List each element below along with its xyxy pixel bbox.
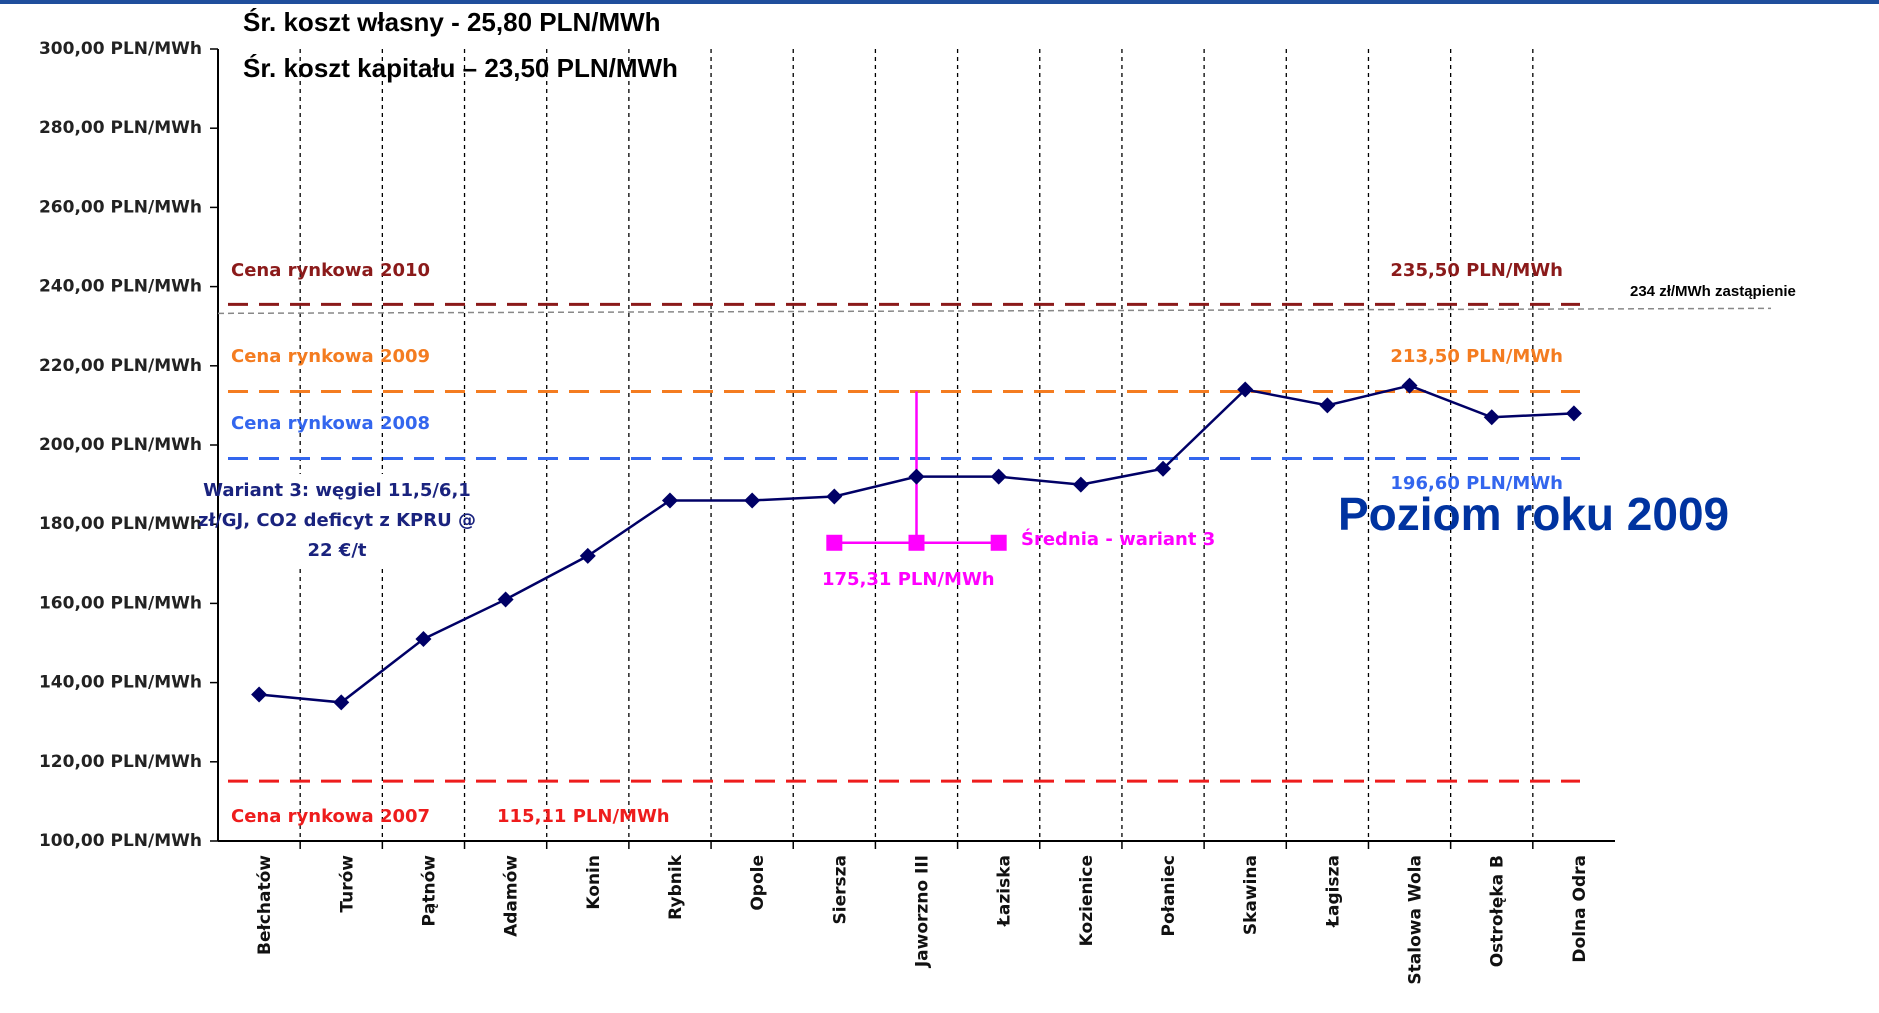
- data-marker: [579, 547, 596, 564]
- data-marker: [415, 631, 432, 648]
- x-tick-label: Dolna Odra: [1570, 855, 1590, 963]
- x-tick-label: Skawina: [1241, 855, 1261, 935]
- mean-label: Średnia - wariant 3: [1021, 528, 1215, 550]
- x-tick-label: Siersza: [830, 855, 850, 924]
- mean-value-label: 175,31 PLN/MWh: [822, 569, 995, 590]
- reference-value-label: 235,50 PLN/MWh: [1390, 260, 1563, 281]
- data-marker: [1319, 397, 1336, 414]
- reference-value-label: 196,60 PLN/MWh: [1390, 473, 1563, 494]
- y-tick-label: 260,00 PLN/MWh: [39, 197, 202, 217]
- top-bar: [0, 0, 1879, 4]
- data-marker: [1072, 476, 1089, 493]
- x-tick-label: Jaworzno III: [913, 855, 933, 968]
- y-tick-label: 120,00 PLN/MWh: [39, 752, 202, 772]
- x-tick-label: Kozienice: [1077, 855, 1097, 946]
- x-tick-label: Bełchatów: [255, 855, 275, 955]
- x-tick-label: Pątnów: [419, 855, 439, 927]
- mean-marker: [826, 534, 843, 551]
- x-tick-label: Ostrołęka B: [1488, 855, 1508, 967]
- x-tick-label: Adamów: [502, 855, 522, 937]
- x-tick-label: Stalowa Wola: [1406, 855, 1426, 985]
- x-tick-label: Rybnik: [666, 854, 686, 920]
- reference-value-label: 115,11 PLN/MWh: [497, 806, 670, 827]
- x-tick-label: Konin: [584, 855, 604, 910]
- data-marker: [661, 492, 678, 509]
- y-tick-label: 220,00 PLN/MWh: [39, 356, 202, 376]
- y-tick-label: 140,00 PLN/MWh: [39, 673, 202, 693]
- reference-label: 234 zł/MWh zastąpienie: [1630, 283, 1796, 300]
- annotation-level: Poziom roku 2009: [1338, 488, 1729, 540]
- y-tick-label: 200,00 PLN/MWh: [39, 435, 202, 455]
- x-tick-label: Połaniec: [1159, 855, 1179, 936]
- data-marker: [826, 488, 843, 505]
- y-tick-label: 300,00 PLN/MWh: [39, 39, 202, 59]
- y-tick-label: 240,00 PLN/MWh: [39, 277, 202, 297]
- reference-label: Cena rynkowa 2008: [231, 413, 430, 434]
- x-tick-label: Turów: [337, 855, 357, 913]
- data-marker: [497, 591, 514, 608]
- reference-label: Cena rynkowa 2009: [231, 346, 430, 367]
- annotation-bg: [232, 474, 444, 566]
- reference-label: Cena rynkowa 2010: [231, 260, 430, 281]
- data-marker: [1565, 405, 1582, 422]
- reference-label: Cena rynkowa 2007: [231, 806, 430, 827]
- data-marker: [908, 468, 925, 485]
- x-tick-label: Łaziska: [995, 855, 1015, 927]
- data-marker: [333, 694, 350, 711]
- data-marker: [1483, 409, 1500, 426]
- y-tick-label: 160,00 PLN/MWh: [39, 593, 202, 613]
- mean-marker: [990, 534, 1007, 551]
- data-marker: [1237, 381, 1254, 398]
- data-marker: [1155, 460, 1172, 477]
- y-tick-label: 100,00 PLN/MWh: [39, 831, 202, 851]
- mean-marker: [908, 534, 925, 551]
- data-marker: [251, 686, 268, 703]
- y-tick-label: 180,00 PLN/MWh: [39, 514, 202, 534]
- data-marker: [1401, 377, 1418, 394]
- annotation: 22 €/t: [307, 540, 366, 561]
- reference-value-label: 213,50 PLN/MWh: [1390, 346, 1563, 367]
- x-tick-label: Opole: [748, 855, 768, 911]
- annotation: zł/GJ, CO2 deficyt z KPRU @: [198, 510, 476, 531]
- y-tick-label: 280,00 PLN/MWh: [39, 118, 202, 138]
- data-marker: [744, 492, 761, 509]
- chart-title: Śr. koszt własny - 25,80 PLN/MWh: [243, 7, 661, 37]
- reference-line: [217, 307, 1772, 315]
- annotation: Wariant 3: węgiel 11,5/6,1: [203, 480, 471, 501]
- data-marker: [990, 468, 1007, 485]
- chart-title: Śr. koszt kapitału – 23,50 PLN/MWh: [243, 53, 678, 83]
- x-tick-label: Łagisza: [1323, 855, 1343, 928]
